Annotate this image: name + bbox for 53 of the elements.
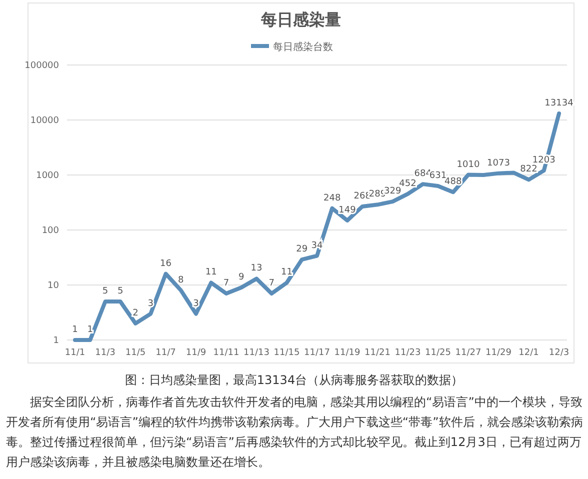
data-label: 29 bbox=[296, 244, 308, 255]
data-label: 11 bbox=[281, 268, 292, 278]
text: 据安全团队分析，病毒作者首先攻击软件开发者的电脑，感染其用以编程的“易语言”中的一个模块，导致开发者所有使用“易语言”编程的软件均携带该勒索病毒。广大用户下载这些“带毒”软件后，就会感染该勒索病毒。整过传播过程很简单，但污染“易语言”后再感染软件的方式却比较罕见。截止到12月3日，已有超过两万用户感染该病毒，并且被感染电脑数量还在增长。 bbox=[6, 394, 584, 471]
y-tick-label: 100000 bbox=[24, 61, 60, 71]
x-tick-label: 11/25 bbox=[425, 348, 451, 358]
data-label: 11 bbox=[205, 268, 217, 278]
x-tick-label: 11/5 bbox=[125, 348, 146, 358]
data-label: 1073 bbox=[487, 158, 510, 168]
x-tick-label: 11/19 bbox=[334, 348, 360, 358]
data-label: 9 bbox=[238, 272, 245, 283]
x-tick-label: 11/15 bbox=[274, 348, 300, 358]
x-tick-label: 11/3 bbox=[95, 348, 116, 358]
data-label: 8 bbox=[178, 275, 184, 286]
x-tick-label: 11/1 bbox=[64, 348, 86, 358]
x-tick-label: 11/7 bbox=[156, 348, 176, 358]
data-label: 248 bbox=[324, 193, 341, 204]
chart-title: 每日感染量 bbox=[260, 10, 341, 29]
data-label: 13 bbox=[250, 264, 262, 274]
data-label: 2 bbox=[132, 308, 138, 318]
y-tick-label: 10000 bbox=[30, 116, 60, 126]
x-tick-label: 12/3 bbox=[548, 348, 570, 358]
x-tick-label: 12/1 bbox=[518, 348, 539, 358]
data-label: 13134 bbox=[544, 98, 574, 108]
x-tick-label: 11/11 bbox=[213, 348, 240, 358]
y-tick-label: 1 bbox=[53, 336, 59, 346]
data-label: 7 bbox=[268, 278, 274, 289]
x-tick-label: 11/29 bbox=[486, 348, 512, 358]
y-tick-label: 100 bbox=[42, 226, 60, 236]
y-tick-label: 10 bbox=[48, 281, 60, 291]
data-label: 1010 bbox=[456, 160, 480, 170]
x-tick-label: 11/27 bbox=[455, 348, 482, 358]
data-label: 149 bbox=[338, 205, 356, 216]
data-label: 7 bbox=[223, 278, 230, 289]
text: 图：日均感染量图，最高13134台（从病毒服务器获取的数据） bbox=[124, 372, 464, 389]
x-tick-label: 11/9 bbox=[186, 348, 206, 358]
data-label: 822 bbox=[520, 164, 538, 175]
line-series bbox=[73, 111, 561, 342]
y-tick-label: 1000 bbox=[36, 171, 60, 181]
data-label: 1 bbox=[87, 325, 93, 335]
legend-label: 每日感染台数 bbox=[273, 41, 333, 53]
data-label: 1 bbox=[72, 325, 78, 335]
data-label: 631 bbox=[429, 171, 447, 181]
data-label: 5 bbox=[102, 286, 108, 297]
x-tick-label: 11/17 bbox=[304, 348, 330, 358]
data-label: 329 bbox=[384, 186, 402, 197]
x-tick-label: 11/13 bbox=[244, 348, 270, 358]
x-tick-label: 11/21 bbox=[364, 348, 390, 358]
data-label: 16 bbox=[160, 258, 172, 269]
data-label: 3 bbox=[148, 298, 154, 309]
data-label: 3 bbox=[193, 298, 199, 309]
data-label: 452 bbox=[399, 178, 416, 189]
data-label: 5 bbox=[118, 286, 124, 297]
x-tick-label: 11/23 bbox=[394, 348, 421, 358]
